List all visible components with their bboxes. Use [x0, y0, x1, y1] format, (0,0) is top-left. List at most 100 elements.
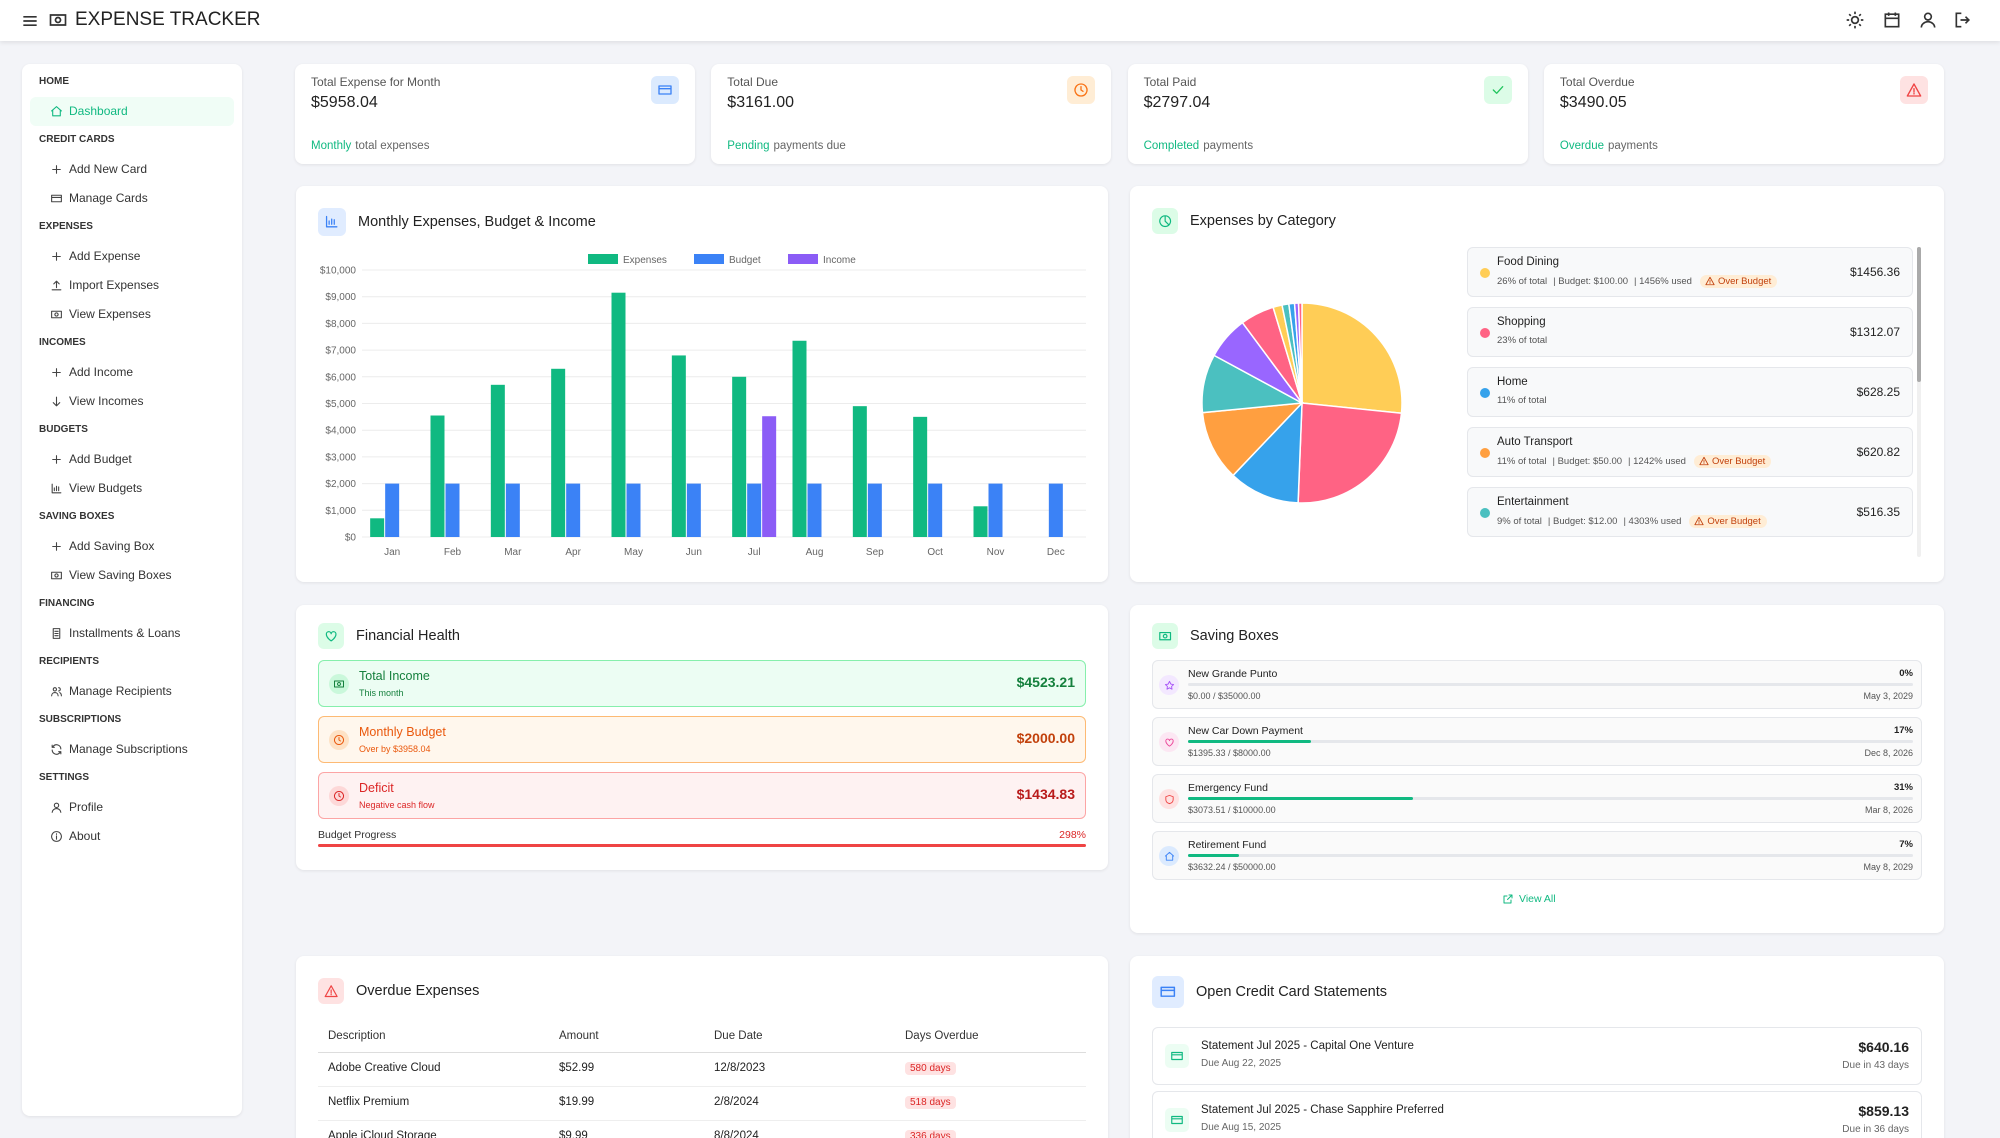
icon: [51, 744, 62, 755]
nav-item[interactable]: Manage Subscriptions: [30, 735, 234, 764]
table-row: Apple iCloud Storage $9.99 8/8/2024 336 day…: [318, 1121, 1086, 1138]
icon-path: [1164, 680, 1174, 690]
icon: [51, 280, 62, 291]
icon-path: [52, 396, 61, 407]
x-tick-label: May: [624, 547, 643, 558]
x-tick-label: Sep: [866, 547, 884, 558]
column-header: Due Date: [714, 1030, 763, 1042]
category-details: 26% of total | Budget: $100.00 | 1456% use…: [1497, 275, 1778, 288]
nav-item[interactable]: View Expenses: [30, 300, 234, 329]
nav-section: CREDIT CARDS: [39, 134, 115, 145]
nav-item[interactable]: Manage Cards: [30, 184, 234, 213]
category-details: 23% of total: [1497, 335, 1547, 346]
card-highlight: Pending: [727, 140, 770, 152]
y-tick-label: $3,000: [325, 452, 356, 463]
table-cell: $52.99: [559, 1062, 595, 1074]
category-details: 11% of total: [1497, 395, 1546, 406]
nav-item-label: Import Expenses: [69, 278, 160, 292]
nav-item[interactable]: View Saving Boxes: [30, 561, 234, 590]
nav-item-label: Add Income: [69, 365, 134, 379]
table-cell: $9.99: [559, 1130, 588, 1138]
icon-path: [334, 735, 344, 745]
icon: [1159, 631, 1171, 641]
nav-item-label: Manage Subscriptions: [69, 742, 188, 756]
profile-button[interactable]: [1918, 10, 1938, 30]
nav-item-label: Manage Cards: [69, 191, 148, 205]
nav-item[interactable]: Add Expense: [30, 242, 234, 271]
icon-path: [51, 310, 62, 319]
x-tick-label: Jan: [384, 547, 400, 558]
card-amount: $3161.00: [727, 94, 795, 111]
icon-path: [51, 831, 62, 842]
nav-item[interactable]: Import Expenses: [30, 271, 234, 300]
nav-section: SAVING BOXES: [39, 511, 115, 522]
nav-item[interactable]: Manage Recipients: [30, 677, 234, 706]
table-cell: Adobe Creative Cloud: [328, 1062, 441, 1074]
nav-item[interactable]: Add Saving Box: [30, 532, 234, 561]
menu-button[interactable]: [20, 11, 40, 31]
icon-path: [1164, 851, 1174, 861]
icon-path: [334, 791, 344, 801]
view-all-link[interactable]: View All: [1502, 891, 1582, 909]
nav-item-label: Dashboard: [69, 104, 128, 118]
saving-percent: 17%: [1893, 725, 1913, 736]
bar: [973, 506, 988, 537]
y-tick-label: $7,000: [325, 346, 356, 357]
card-note: payments: [1608, 140, 1658, 152]
nav-item-label: Add Saving Box: [69, 539, 155, 553]
category-amount: $1456.36: [1849, 265, 1900, 279]
statement-due: Due Aug 22, 2025: [1201, 1058, 1282, 1069]
category-amount: $516.35: [1856, 505, 1900, 519]
nav-section: SUBSCRIPTIONS: [39, 714, 122, 725]
icon: [1164, 738, 1174, 747]
statement-title: Statement Jul 2025 - Chase Sapphire Pref…: [1201, 1104, 1444, 1116]
saving-box: New Grande Punto 0% $0.00 / $35000.00 May 3…: [1152, 660, 1922, 709]
nav-item[interactable]: Add Income: [30, 358, 234, 387]
nav-item[interactable]: About: [30, 822, 234, 851]
nav-item[interactable]: Dashboard: [30, 97, 234, 126]
card-footnote: Monthly total expenses: [311, 140, 429, 152]
panel-title: Monthly Expenses, Budget & Income: [358, 214, 596, 230]
bar: [928, 483, 943, 537]
category-dot: [1480, 448, 1490, 458]
card-note: payments: [1203, 140, 1254, 152]
category-budget: | Budget: $50.00: [1552, 456, 1623, 467]
nav-item[interactable]: Installments & Loans: [30, 619, 234, 648]
category-name: Auto Transport: [1497, 436, 1573, 448]
card-icon: [1067, 76, 1096, 104]
icon: [326, 216, 338, 228]
theme-button[interactable]: [1845, 10, 1865, 30]
saving-percent: 7%: [1899, 839, 1913, 850]
icon: [52, 252, 61, 261]
nav-item[interactable]: Add New Card: [30, 155, 234, 184]
saving-track: [1188, 683, 1913, 686]
category-item: Home $628.25 11% of total: [1467, 367, 1913, 417]
nav-section: HOME: [39, 76, 69, 87]
icon-path: [1164, 794, 1174, 804]
bar: [430, 415, 445, 537]
title-icon: [1152, 976, 1184, 1008]
nav-item[interactable]: Profile: [30, 793, 234, 822]
nav-item[interactable]: View Incomes: [30, 387, 234, 416]
saving-track: [1188, 797, 1913, 800]
saving-track: [1188, 740, 1913, 743]
card-title: Total Due: [727, 75, 778, 89]
x-tick-label: Jun: [686, 547, 702, 558]
statement-due: Due Aug 15, 2025: [1201, 1122, 1282, 1133]
category-dot: [1480, 328, 1490, 338]
progress-value: 298%: [1059, 829, 1086, 841]
category-used: | 1242% used: [1628, 456, 1686, 467]
calendar-button[interactable]: [1882, 10, 1902, 30]
statement-icon: [1165, 1044, 1189, 1068]
over-budget-badge: Over Budget: [1689, 515, 1767, 528]
progress-label: Budget Progress: [318, 829, 397, 841]
nav-item[interactable]: Add Budget: [30, 445, 234, 474]
bar: [913, 416, 928, 537]
nav-item[interactable]: View Budgets: [30, 474, 234, 503]
icon: [51, 687, 62, 697]
panel-title: Open Credit Card Statements: [1196, 984, 1388, 1000]
card-note: payments due: [773, 140, 846, 152]
logout-button[interactable]: [1953, 10, 1973, 30]
icon-path: [51, 106, 62, 117]
app-title: EXPENSE TRACKER: [75, 9, 261, 30]
